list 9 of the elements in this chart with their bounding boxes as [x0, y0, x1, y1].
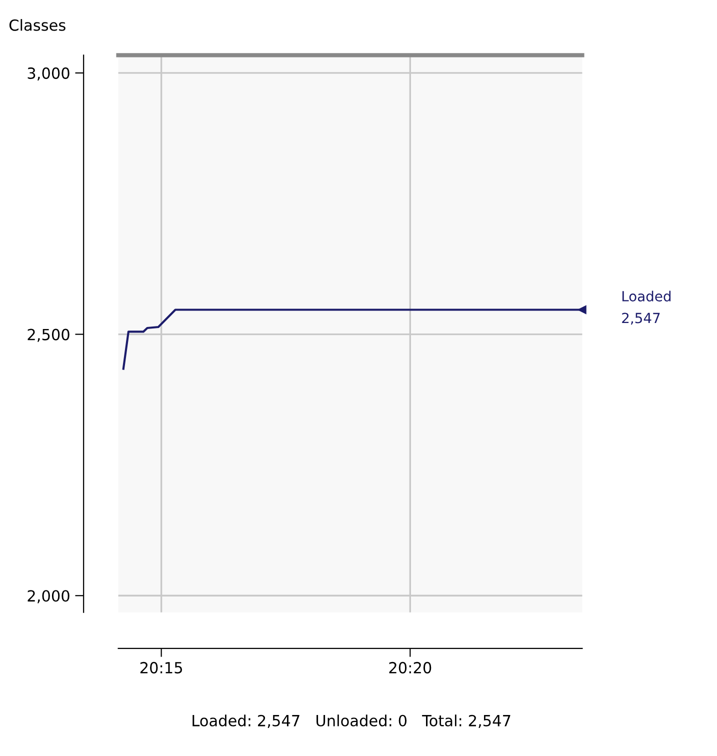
x-tick-label: 20:15: [140, 662, 182, 674]
x-tick-label: 20:20: [389, 662, 432, 674]
y-tick-label: 3,000: [28, 67, 70, 81]
text: 2,547: [622, 312, 660, 325]
text: Loaded: [622, 290, 671, 302]
text: Loaded: 2,547 Unloaded: 0 Total: 2,547: [192, 714, 510, 728]
y-tick-label: 2,000: [28, 590, 70, 604]
chart-title: Classes: [9, 19, 66, 31]
y-tick-label: 2,500: [28, 328, 70, 342]
